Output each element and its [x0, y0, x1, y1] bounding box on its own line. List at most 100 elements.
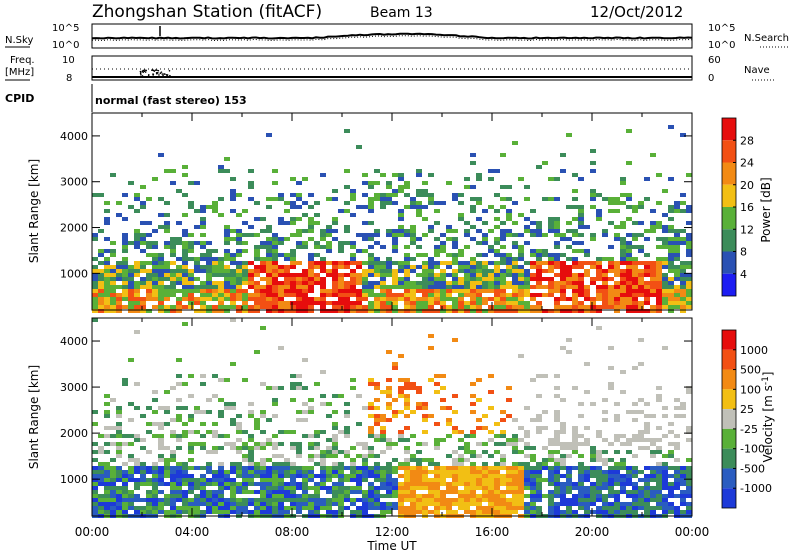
velocity-cell	[134, 466, 140, 470]
velocity-cell	[398, 390, 404, 394]
power-cell	[332, 269, 338, 273]
velocity-cell	[554, 490, 560, 494]
power-cell	[668, 277, 674, 281]
power-cell	[548, 289, 554, 293]
power-cell	[164, 201, 170, 205]
cpid-label: CPID	[5, 92, 34, 105]
velocity-cell	[374, 414, 380, 418]
velocity-cell	[296, 382, 302, 386]
power-cell	[452, 245, 458, 249]
velocity-cell	[152, 422, 158, 426]
velocity-cell	[296, 494, 302, 498]
velocity-cell	[362, 502, 368, 506]
velocity-cell	[272, 482, 278, 486]
power-cell	[680, 209, 686, 213]
power-cell	[590, 297, 596, 301]
power-cell	[578, 225, 584, 229]
velocity-cell	[314, 490, 320, 494]
velocity-cell	[278, 346, 284, 350]
power-cell	[440, 285, 446, 289]
velocity-cell	[254, 422, 260, 426]
power-cell	[176, 265, 182, 269]
velocity-cell	[428, 482, 434, 486]
power-cell	[476, 301, 482, 305]
velocity-cell	[488, 506, 494, 510]
power-cell	[542, 285, 548, 289]
power-cell	[302, 301, 308, 305]
velocity-cell	[182, 430, 188, 434]
power-cell	[164, 265, 170, 269]
power-cell	[236, 233, 242, 237]
power-cell	[656, 309, 662, 313]
power-cell	[242, 277, 248, 281]
velocity-cell	[338, 394, 344, 398]
velocity-cell	[524, 502, 530, 506]
velocity-cell	[554, 418, 560, 422]
power-cell	[548, 257, 554, 261]
power-cell	[650, 261, 656, 265]
power-cell	[170, 309, 176, 313]
velocity-cell	[386, 502, 392, 506]
power-cell	[680, 277, 686, 281]
power-cell	[548, 217, 554, 221]
power-cell	[686, 209, 692, 213]
velocity-cell	[464, 470, 470, 474]
velocity-cell	[602, 450, 608, 454]
velocity-cell	[200, 494, 206, 498]
power-cell	[614, 281, 620, 285]
power-cell	[380, 193, 386, 197]
velocity-cell	[662, 406, 668, 410]
velocity-cell	[206, 506, 212, 510]
velocity-cell	[584, 502, 590, 506]
power-cell	[266, 273, 272, 277]
power-cell	[386, 197, 392, 201]
velocity-cell	[602, 478, 608, 482]
power-cell	[146, 277, 152, 281]
velocity-cell	[434, 474, 440, 478]
velocity-cell	[374, 470, 380, 474]
power-cell	[92, 193, 98, 197]
power-cell	[668, 237, 674, 241]
power-cell	[632, 245, 638, 249]
power-cell	[194, 257, 200, 261]
power-cell	[518, 249, 524, 253]
power-cell	[536, 165, 542, 169]
power-cell	[566, 221, 572, 225]
velocity-cell	[104, 426, 110, 430]
colorbar-tick-label: 8	[740, 246, 747, 259]
velocity-cell	[212, 478, 218, 482]
velocity-cell	[146, 466, 152, 470]
power-cell	[104, 293, 110, 297]
power-cell	[176, 257, 182, 261]
power-cell	[158, 265, 164, 269]
velocity-cell	[524, 434, 530, 438]
velocity-cell	[212, 474, 218, 478]
power-cell	[596, 273, 602, 277]
velocity-cell	[320, 498, 326, 502]
velocity-cell	[440, 502, 446, 506]
velocity-cell	[140, 482, 146, 486]
velocity-cell	[284, 498, 290, 502]
power-cell	[560, 169, 566, 173]
velocity-cell	[284, 462, 290, 466]
power-cell	[530, 253, 536, 257]
velocity-cell	[512, 494, 518, 498]
velocity-cell	[116, 474, 122, 478]
power-cell	[212, 297, 218, 301]
power-cell	[320, 281, 326, 285]
velocity-cell	[170, 434, 176, 438]
velocity-cell	[260, 490, 266, 494]
velocity-cell	[404, 402, 410, 406]
power-cell	[170, 169, 176, 173]
power-cell	[266, 229, 272, 233]
power-cell	[314, 221, 320, 225]
power-cell	[644, 301, 650, 305]
velocity-cell	[386, 474, 392, 478]
velocity-cell	[530, 506, 536, 510]
power-cell	[230, 273, 236, 277]
velocity-cell	[494, 502, 500, 506]
power-cell	[146, 261, 152, 265]
power-cell	[680, 273, 686, 277]
power-cell	[308, 253, 314, 257]
velocity-cell	[470, 494, 476, 498]
